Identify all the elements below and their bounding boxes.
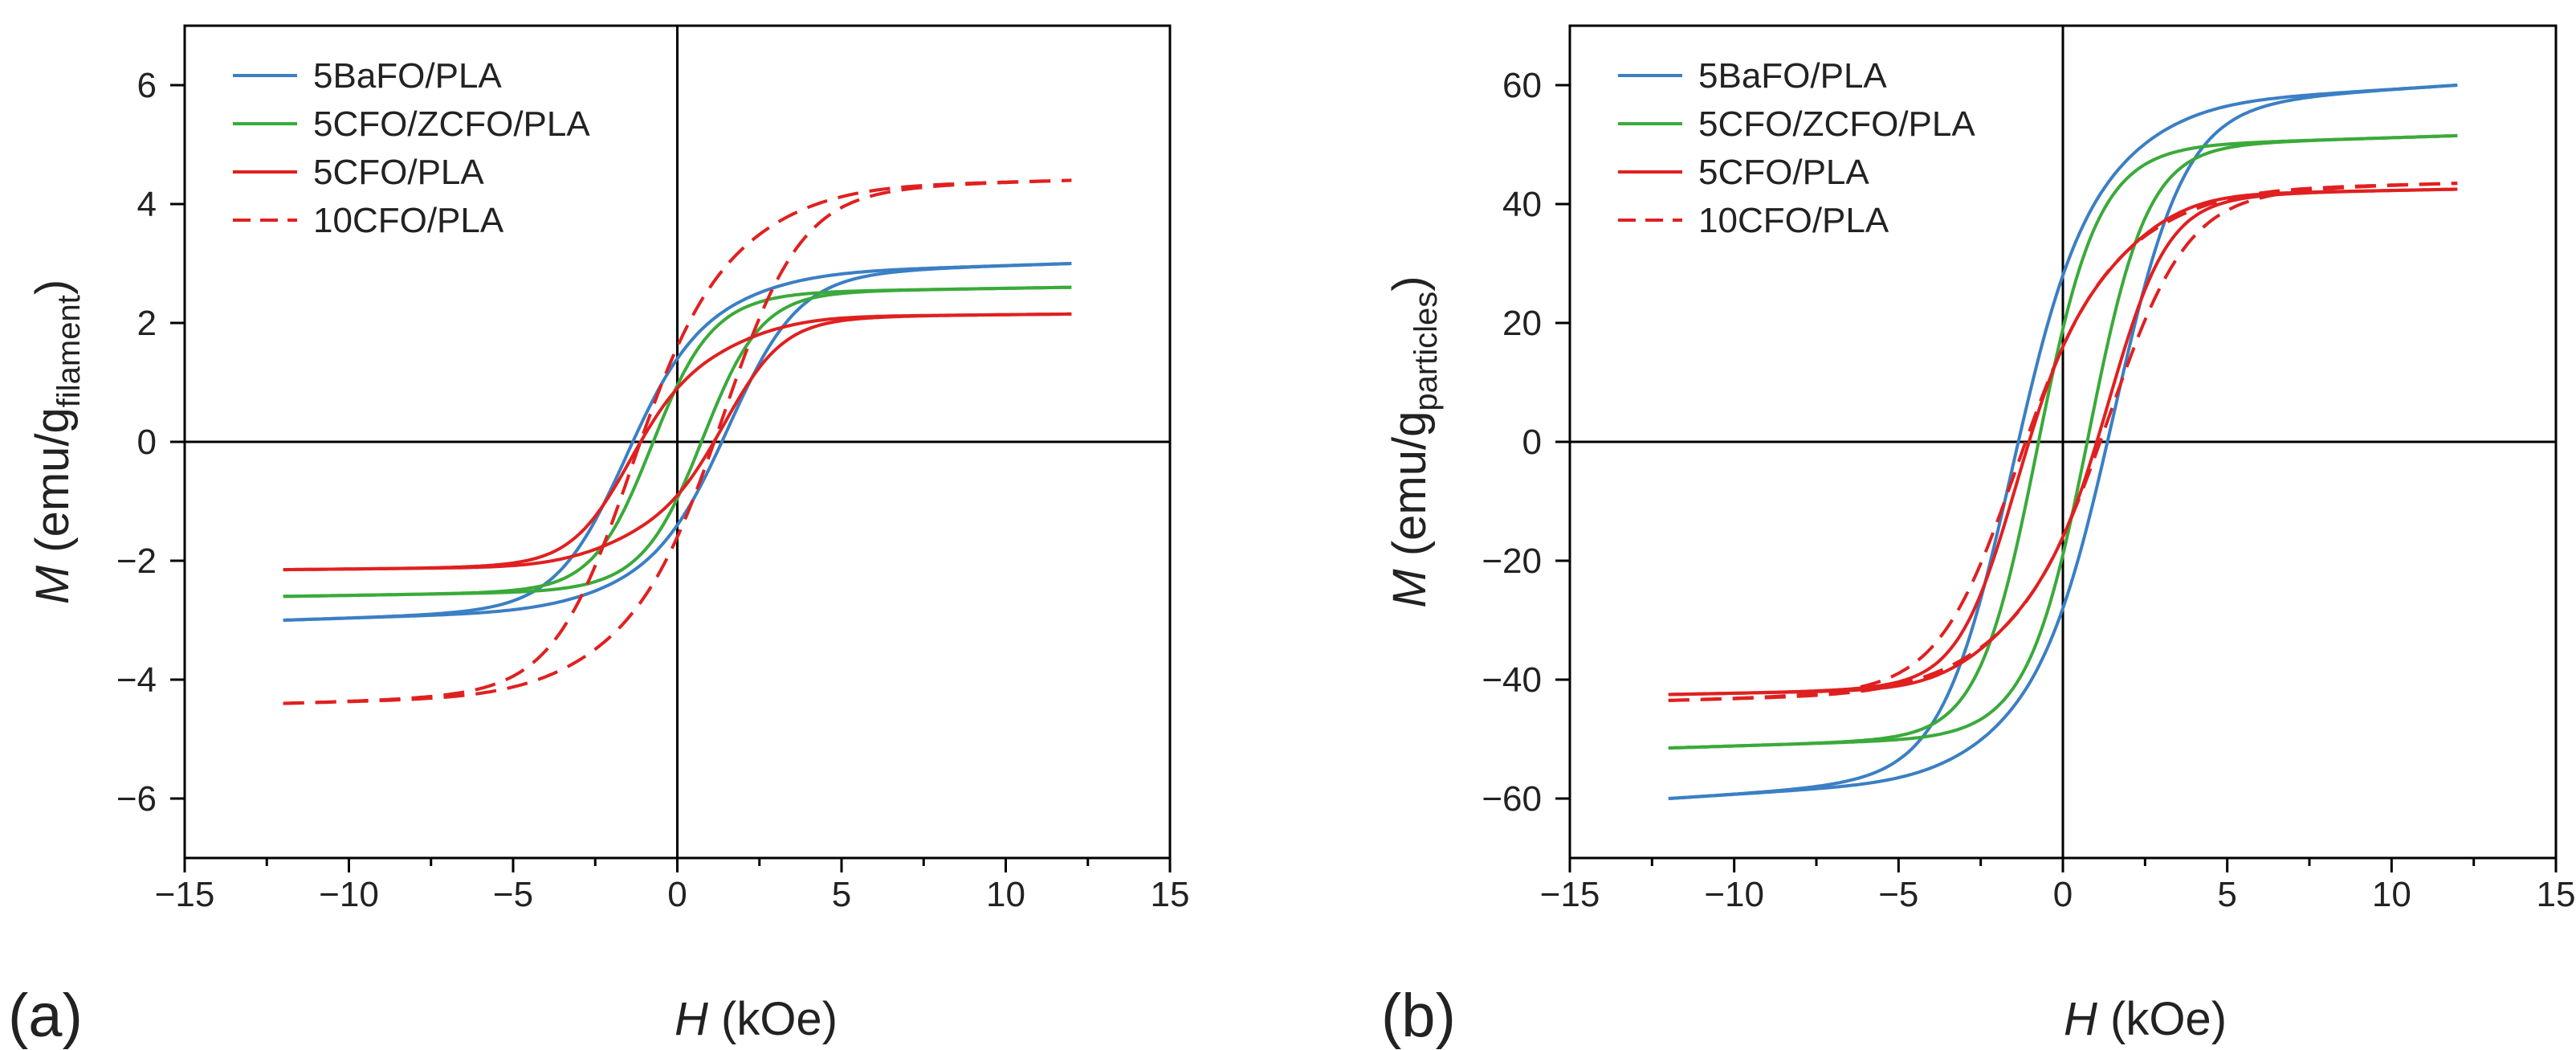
x-tick-label: −5 [493, 875, 533, 914]
legend-label: 5CFO/PLA [1698, 153, 1869, 192]
y-tick-label: 40 [1502, 185, 1542, 224]
chart-panel-b: −15 −10 −5 0 5 10 15 −60 −40 −20 0 20 40 60 H (kOe) M (… [1381, 24, 2576, 1050]
x-tick-label: 5 [832, 875, 851, 914]
series-line-10cfo-pla-ascending [283, 178, 1072, 705]
x-tick-label: −10 [319, 875, 379, 914]
series-line-5cfo-pla-ascending [283, 312, 1072, 572]
y-tick-label: −40 [1482, 660, 1542, 700]
y-tick-label: −6 [116, 779, 157, 819]
series-line-10cfo-pla-ascending [1668, 182, 2458, 702]
y-axis-label: M (emu/gfilament) [26, 280, 87, 604]
panel-label: (b) [1381, 982, 1456, 1050]
series-line-5bafo-pla-ascending [1668, 84, 2458, 800]
legend-label: 5CFO/ZCFO/PLA [313, 104, 590, 144]
x-tick-label: −15 [1540, 875, 1600, 914]
series-line-5cfo-zcfo-pla-ascending [283, 285, 1072, 599]
x-tick-label: 15 [1151, 875, 1190, 914]
x-tick-label: 0 [667, 875, 687, 914]
legend-label: 5BaFO/PLA [1698, 56, 1887, 96]
chart-panel-a: −15 −10 −5 0 5 10 15 −6 −4 −2 0 2 4 6 H (kOe) M (emu/gf… [8, 24, 1190, 1050]
series-group [283, 178, 1072, 705]
series-line-5bafo-pla-ascending [283, 262, 1072, 622]
x-axis-label: H (kOe) [675, 993, 838, 1045]
x-tick-label: 10 [2372, 875, 2411, 914]
legend: 5BaFO/PLA 5CFO/ZCFO/PLA 5CFO/PLA 10CFO/PLA [1618, 56, 1975, 240]
y-tick-label: −60 [1482, 779, 1542, 819]
y-tick-label: 2 [137, 304, 157, 343]
y-tick-label: 4 [137, 185, 157, 224]
legend-label: 5CFO/ZCFO/PLA [1698, 104, 1975, 144]
y-tick-label: −2 [116, 541, 157, 581]
panel-label: (a) [8, 982, 83, 1050]
x-tick-label: 10 [986, 875, 1025, 914]
series-line-5cfo-zcfo-pla-ascending [1668, 133, 2458, 750]
x-tick-label: 15 [2537, 875, 2576, 914]
legend-label: 10CFO/PLA [313, 201, 504, 240]
x-tick-label: −10 [1704, 875, 1764, 914]
x-tick-label: 0 [2053, 875, 2073, 914]
x-axis-label: H (kOe) [2064, 993, 2227, 1045]
legend-label: 10CFO/PLA [1698, 201, 1889, 240]
legend-label: 5BaFO/PLA [313, 56, 502, 96]
x-tick-label: −15 [155, 875, 215, 914]
x-tick-label: −5 [1878, 875, 1918, 914]
y-tick-label: 6 [137, 66, 157, 105]
legend-label: 5CFO/PLA [313, 153, 484, 192]
x-tick-label: 5 [2217, 875, 2236, 914]
y-tick-label: 0 [1522, 423, 1542, 462]
y-tick-label: 0 [137, 423, 157, 462]
legend: 5BaFO/PLA 5CFO/ZCFO/PLA 5CFO/PLA 10CFO/PLA [233, 56, 590, 240]
y-axis-label: M (emu/gparticles) [1384, 276, 1444, 607]
y-tick-label: 60 [1502, 66, 1542, 105]
y-tick-label: 20 [1502, 304, 1542, 343]
series-group [1668, 84, 2458, 800]
y-tick-label: −20 [1482, 541, 1542, 581]
y-tick-label: −4 [116, 660, 157, 700]
